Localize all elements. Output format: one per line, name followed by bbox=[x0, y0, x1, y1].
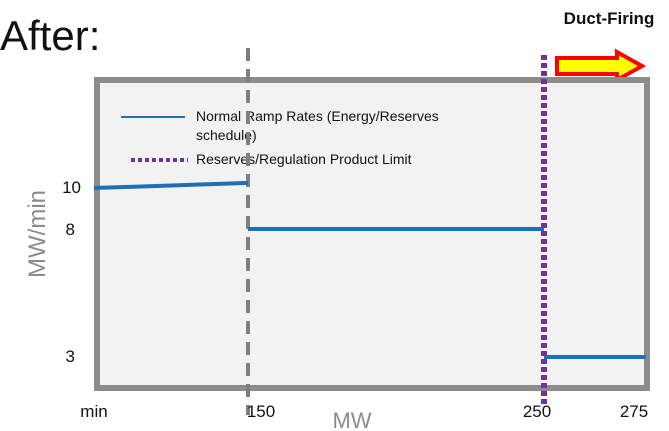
duct-firing-label: Duct-Firing bbox=[564, 9, 655, 28]
x-tick-250: 250 bbox=[523, 402, 551, 421]
y-tick-10: 10 bbox=[62, 178, 81, 197]
y-axis-label: MW/min bbox=[24, 190, 51, 278]
x-tick-150: 150 bbox=[247, 402, 275, 421]
plot-area bbox=[94, 77, 650, 391]
duct-firing-arrow-icon bbox=[555, 48, 647, 84]
series-normal-ramp-rates bbox=[93, 180, 646, 359]
x-axis-label: MW bbox=[332, 408, 371, 431]
chart-title: After: bbox=[0, 12, 100, 59]
x-tick-275: 275 bbox=[620, 402, 648, 421]
legend-label-normal-2: schedule) bbox=[196, 127, 257, 143]
series-segment-1 bbox=[93, 180, 249, 191]
y-tick-3: 3 bbox=[66, 347, 75, 366]
x-tick-min: min bbox=[80, 402, 107, 421]
legend-label-limit: Reserves/Regulation Product Limit bbox=[196, 151, 412, 167]
y-tick-8: 8 bbox=[66, 220, 75, 239]
legend-label-normal-1: Normal Ramp Rates (Energy/Reserves bbox=[196, 108, 439, 124]
